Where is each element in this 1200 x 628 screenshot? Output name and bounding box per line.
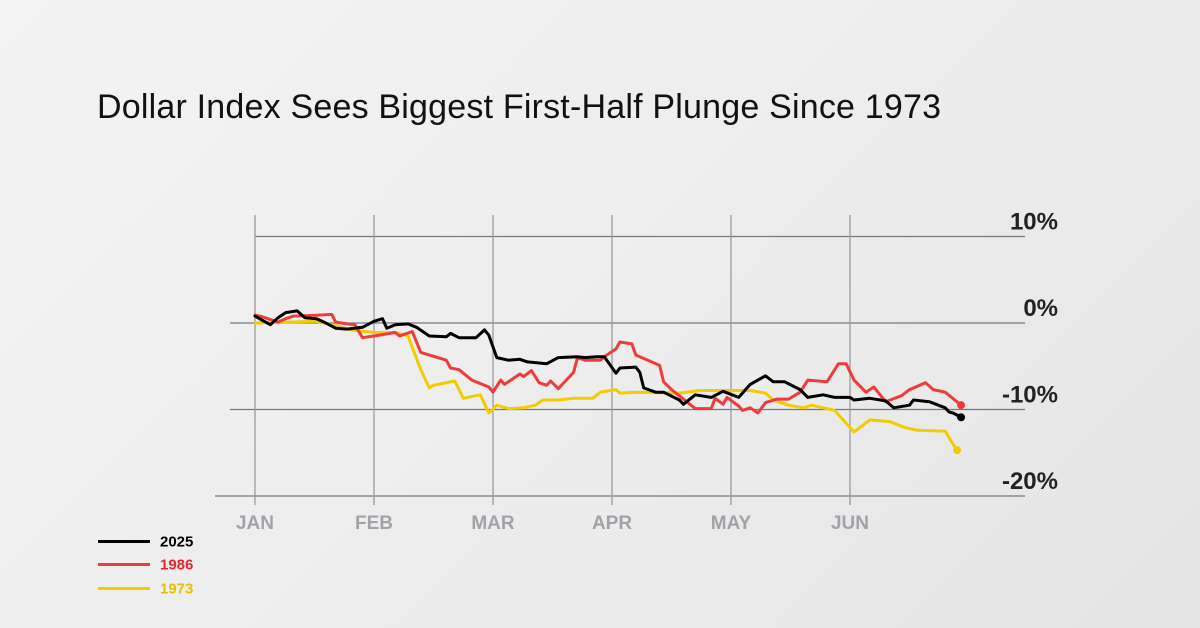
series-end-marker-1986 xyxy=(957,401,966,410)
y-tick-label: -20% xyxy=(1002,468,1058,495)
y-tick-label: 10% xyxy=(1010,209,1058,236)
chart-title: Dollar Index Sees Biggest First-Half Plu… xyxy=(97,88,942,126)
y-tick-label: -10% xyxy=(1002,382,1058,409)
x-tick-label: JUN xyxy=(831,513,869,534)
x-tick-label: JAN xyxy=(236,513,274,534)
series-end-marker-1973 xyxy=(953,446,962,455)
series-end-marker-2025 xyxy=(957,413,966,422)
series-line-1973 xyxy=(253,319,959,452)
legend-label: 1973 xyxy=(160,580,194,598)
legend-item-1973: 1973 xyxy=(98,580,193,598)
legend-swatch xyxy=(98,540,150,544)
x-tick-label: APR xyxy=(592,513,632,534)
series-line-2025 xyxy=(253,309,963,419)
x-tick-label: FEB xyxy=(355,513,393,534)
x-tick-label: MAR xyxy=(471,513,515,534)
legend-label: 2025 xyxy=(160,533,194,551)
series-line-1986 xyxy=(253,312,963,415)
legend-label: 1986 xyxy=(160,556,194,574)
legend-item-2025: 2025 xyxy=(98,533,193,551)
legend-swatch xyxy=(98,563,150,567)
y-tick-label: 0% xyxy=(1023,295,1058,322)
x-tick-label: MAY xyxy=(711,513,752,534)
legend-swatch xyxy=(98,587,150,591)
legend-item-1986: 1986 xyxy=(98,556,193,574)
